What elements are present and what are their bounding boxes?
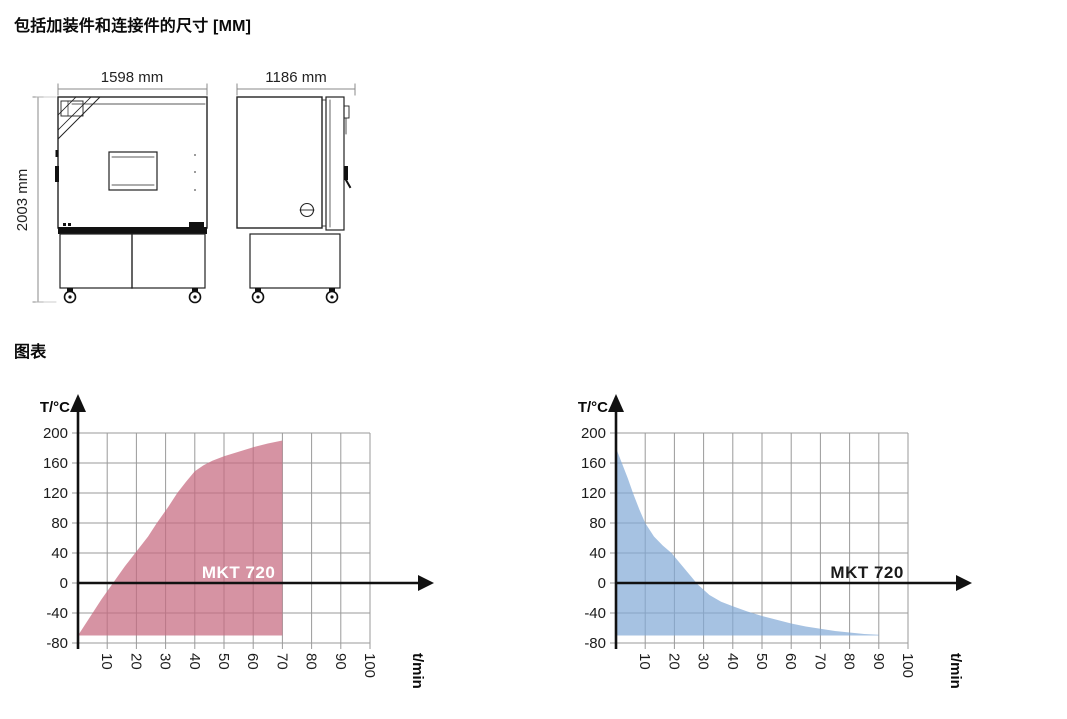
y-tick-label: -80	[584, 635, 606, 652]
x-tick-label: 10	[636, 653, 653, 670]
separator-band	[58, 227, 207, 234]
side-body	[236, 96, 323, 229]
charts-section-title: 图表	[14, 344, 47, 361]
caster	[63, 288, 77, 304]
band-stud	[68, 223, 71, 226]
x-tick-label: 60	[244, 653, 261, 670]
dimensions-section-title: 包括加装件和连接件的尺寸 [MM]	[14, 18, 252, 35]
caster	[325, 288, 339, 304]
x-tick-label: 50	[753, 653, 770, 670]
y-tick-label: 160	[43, 455, 68, 472]
panel-dot	[194, 189, 196, 191]
y-tick-label: 40	[51, 545, 68, 562]
x-tick-label: 30	[157, 653, 174, 670]
x-axis-title: t/min	[947, 653, 964, 689]
y-tick-label: 160	[581, 455, 606, 472]
y-tick-label: 0	[598, 575, 606, 592]
x-tick-label: 20	[665, 653, 682, 670]
x-tick-label: 30	[695, 653, 712, 670]
x-tick-label: 70	[273, 653, 290, 670]
dimension-drawings: 1598 mm 2003 mm	[14, 69, 356, 304]
front-view: 1598 mm 2003 mm	[14, 69, 208, 304]
access-port	[299, 202, 315, 218]
x-tick-label: 100	[361, 653, 378, 678]
x-axis-arrow-icon	[956, 575, 972, 591]
x-tick-label: 20	[127, 653, 144, 670]
door-hinge	[55, 166, 59, 182]
y-tick-label: 40	[589, 545, 606, 562]
caster	[251, 288, 265, 304]
x-tick-label: 70	[811, 653, 828, 670]
x-tick-label: 40	[724, 653, 741, 670]
y-axis-arrow-icon	[608, 394, 624, 412]
y-tick-label: 80	[51, 515, 68, 532]
heating-chart: 200 160 120 80 40 0 -40 -80 10 20 30 40 50 60 70 80 90 10…	[40, 394, 434, 689]
y-axis-title: T/°C	[40, 399, 70, 416]
door-handle-hook	[344, 178, 352, 189]
y-tick-label: 0	[60, 575, 68, 592]
front-height-label: 2003 mm	[14, 169, 31, 232]
series-label: MKT 720	[830, 563, 903, 582]
x-tick-label: 80	[303, 653, 320, 670]
y-tick-label: 200	[43, 425, 68, 442]
door-hinge	[55, 150, 59, 157]
x-tick-label: 90	[870, 653, 887, 670]
series-area	[616, 448, 879, 636]
series-area	[78, 440, 283, 636]
door-window	[108, 151, 158, 191]
door-handle	[344, 166, 348, 180]
band-stud	[63, 223, 66, 226]
x-tick-label: 80	[841, 653, 858, 670]
y-tick-label: -40	[584, 605, 606, 622]
y-tick-label: 120	[581, 485, 606, 502]
x-tick-label: 90	[332, 653, 349, 670]
x-tick-label: 100	[899, 653, 916, 678]
corner-box	[60, 100, 84, 117]
series-label: MKT 720	[202, 563, 275, 582]
y-tick-label: 120	[43, 485, 68, 502]
y-tick-label: -40	[46, 605, 68, 622]
y-axis-arrow-icon	[70, 394, 86, 412]
y-tick-label: 80	[589, 515, 606, 532]
y-tick-label: -80	[46, 635, 68, 652]
hinge-detail	[343, 105, 350, 119]
y-tick-label: 200	[581, 425, 606, 442]
side-width-label: 1186 mm	[265, 69, 326, 86]
corner-detail	[57, 96, 102, 141]
side-view: 1186 mm	[236, 69, 356, 304]
side-door-edge	[325, 96, 345, 231]
side-lower-compartment	[249, 233, 341, 289]
corner-hatch	[57, 96, 92, 131]
cooling-chart: 200 160 120 80 40 0 -40 -80 10 20 30 40 50 60 70 80 90 10…	[578, 394, 972, 689]
x-tick-label: 10	[98, 653, 115, 670]
x-tick-label: 40	[186, 653, 203, 670]
x-tick-label: 60	[782, 653, 799, 670]
x-axis-arrow-icon	[418, 575, 434, 591]
panel-dot	[194, 171, 196, 173]
y-axis-title: T/°C	[578, 399, 608, 416]
front-width-label: 1598 mm	[101, 69, 164, 86]
x-axis-title: t/min	[409, 653, 426, 689]
caster	[188, 288, 202, 304]
band-vent	[189, 222, 204, 227]
panel-dot	[194, 154, 196, 156]
x-tick-label: 50	[215, 653, 232, 670]
